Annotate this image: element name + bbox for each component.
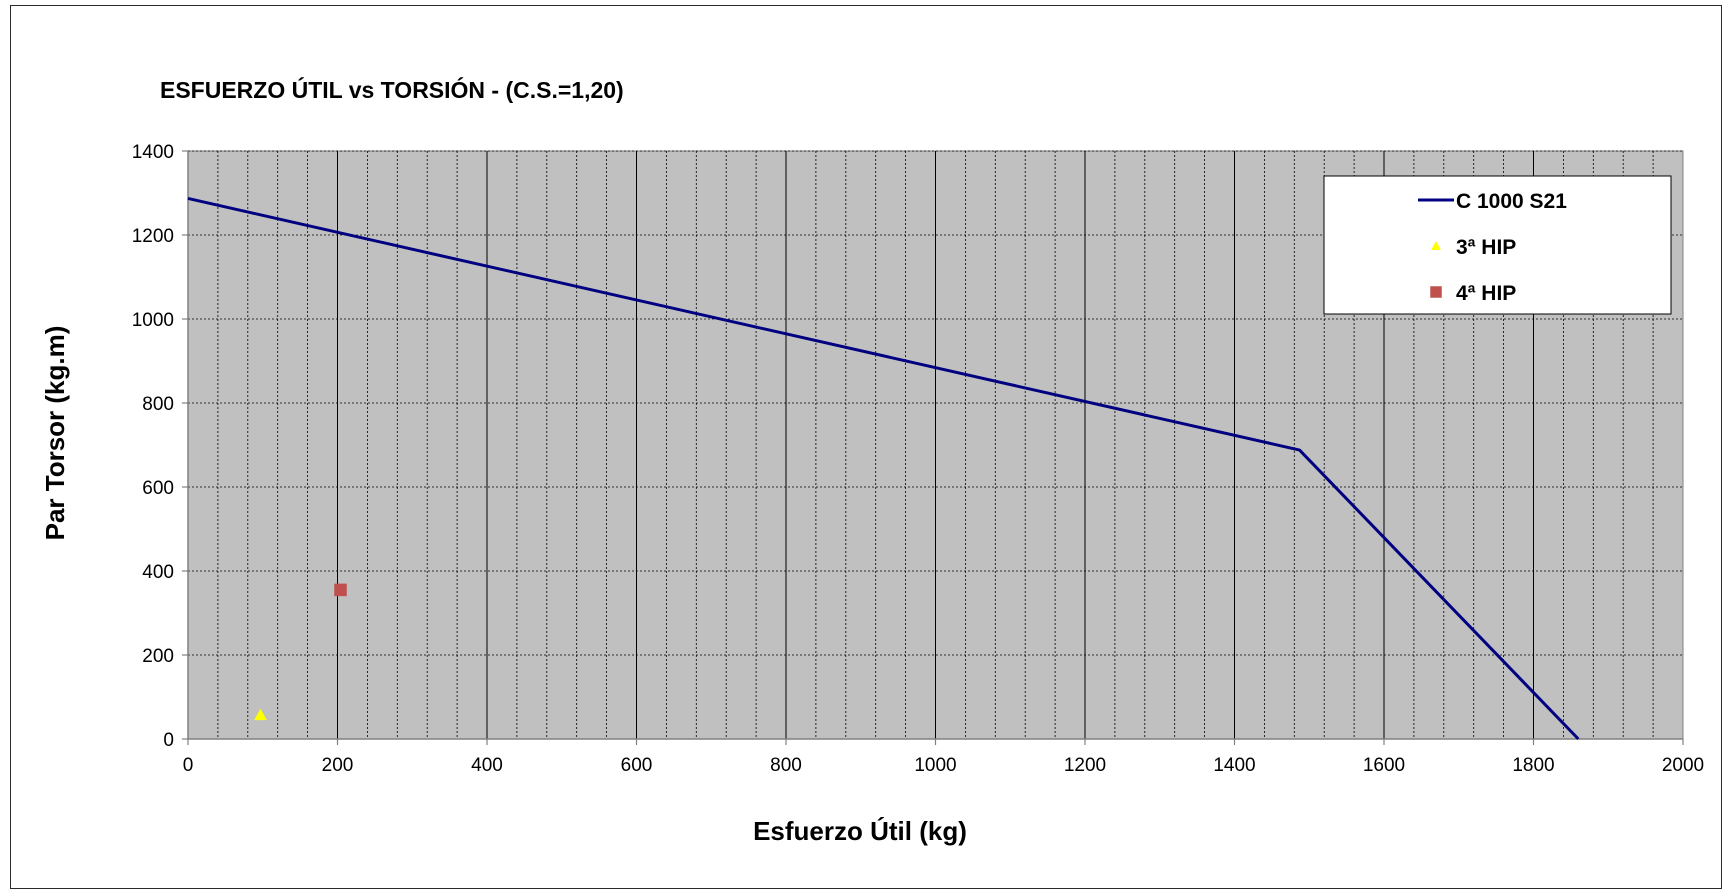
x-tick-label: 1000 (914, 755, 956, 776)
series-1 (187, 196, 1580, 741)
x-tick-label: 1800 (1512, 755, 1554, 776)
x-tick-label: 600 (621, 755, 653, 776)
y-tick-label: 1200 (132, 226, 174, 247)
series-line (187, 196, 1580, 741)
legend-entry: 4ª HIP (1430, 282, 1516, 305)
y-tick-labels: 0 200 400 600 800 1000 1200 1400 (132, 142, 174, 751)
legend-label: C 1000 S21 (1456, 190, 1567, 213)
x-tick-label: 2000 (1662, 755, 1704, 776)
x-axis-title: Esfuerzo Útil (kg) (753, 816, 967, 846)
legend: C 1000 S21 3ª HIP 4ª HIP (1323, 175, 1672, 315)
y-tick-label: 0 (163, 730, 174, 751)
legend-label: 3ª HIP (1456, 236, 1516, 259)
legend-entry: 3ª HIP (1431, 236, 1516, 259)
y-tick-label: 1000 (132, 310, 174, 331)
axes (182, 150, 1684, 745)
legend-label: 4ª HIP (1456, 282, 1516, 305)
major-gridlines (188, 150, 1683, 739)
x-tick-label: 0 (183, 755, 194, 776)
x-tick-label: 1200 (1064, 755, 1106, 776)
y-axis-title: Par Torsor (kg.m) (40, 326, 70, 541)
legend-box (1323, 175, 1672, 315)
y-tick-label: 200 (142, 646, 174, 667)
x-tick-label: 800 (770, 755, 802, 776)
y-tick-label: 800 (142, 394, 174, 415)
legend-marker-swatch (1430, 286, 1442, 298)
x-tick-label: 1600 (1363, 755, 1405, 776)
x-tick-label: 400 (471, 755, 503, 776)
data-point (254, 708, 267, 721)
series-3 (334, 583, 347, 597)
legend-marker-swatch (1431, 240, 1441, 250)
chart-title: ESFUERZO ÚTIL vs TORSIÓN - (C.S.=1,20) (160, 76, 624, 103)
y-tick-label: 1400 (132, 142, 174, 163)
y-tick-label: 600 (142, 478, 174, 499)
x-tick-label: 200 (322, 755, 354, 776)
y-tick-label: 400 (142, 562, 174, 583)
x-tick-labels: 0 200 400 600 800 1000 1200 1400 1600 1800 2000 (183, 755, 1704, 776)
legend-entry: C 1000 S21 (1418, 190, 1567, 213)
series-layer (187, 196, 1580, 741)
data-point (334, 583, 347, 597)
x-tick-label: 1400 (1213, 755, 1255, 776)
series-2 (254, 708, 267, 721)
